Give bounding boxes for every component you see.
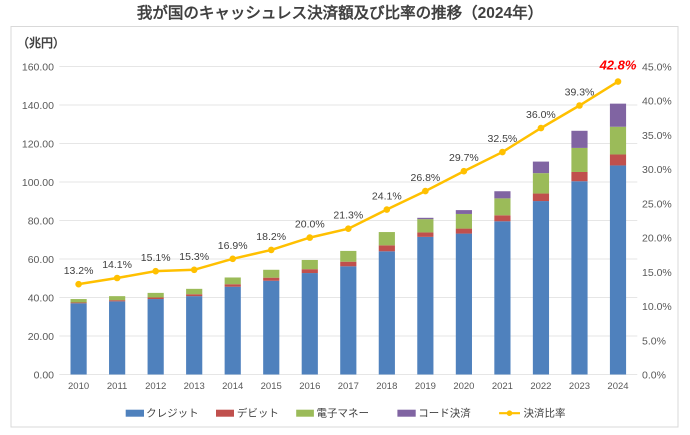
svg-text:100.00: 100.00 — [22, 177, 54, 189]
svg-text:18.2%: 18.2% — [256, 231, 286, 243]
svg-text:2017: 2017 — [338, 381, 359, 392]
svg-text:29.7%: 29.7% — [449, 152, 479, 164]
svg-text:電子マネー: 電子マネー — [317, 408, 370, 420]
svg-text:20.00: 20.00 — [28, 331, 54, 343]
svg-text:我が国のキャッシュレス決済額及び比率の推移（2024年）: 我が国のキャッシュレス決済額及び比率の推移（2024年） — [137, 3, 543, 22]
svg-text:2015: 2015 — [261, 381, 282, 392]
svg-text:42.8%: 42.8% — [599, 58, 637, 73]
svg-text:35.0%: 35.0% — [642, 130, 672, 142]
svg-text:36.0%: 36.0% — [526, 109, 556, 121]
svg-text:26.8%: 26.8% — [411, 172, 441, 184]
svg-text:15.3%: 15.3% — [179, 251, 209, 263]
svg-text:2024: 2024 — [607, 381, 628, 392]
svg-text:5.0%: 5.0% — [642, 335, 666, 347]
svg-text:クレジット: クレジット — [146, 408, 199, 420]
svg-text:2016: 2016 — [299, 381, 320, 392]
svg-text:2023: 2023 — [569, 381, 590, 392]
svg-text:15.1%: 15.1% — [141, 252, 171, 264]
svg-text:16.9%: 16.9% — [218, 240, 248, 252]
svg-text:2021: 2021 — [492, 381, 513, 392]
svg-text:2010: 2010 — [68, 381, 89, 392]
svg-text:20.0%: 20.0% — [642, 233, 672, 245]
svg-text:40.0%: 40.0% — [642, 96, 672, 108]
svg-text:デビット: デビット — [237, 407, 279, 420]
svg-text:2020: 2020 — [453, 381, 474, 392]
svg-text:160.00: 160.00 — [22, 62, 54, 74]
svg-text:120.00: 120.00 — [22, 139, 54, 151]
svg-text:2013: 2013 — [184, 381, 205, 392]
svg-text:0.0%: 0.0% — [642, 370, 666, 382]
svg-text:（兆円）: （兆円） — [17, 35, 65, 50]
svg-text:30.0%: 30.0% — [642, 164, 672, 176]
svg-text:14.1%: 14.1% — [102, 259, 132, 271]
svg-text:10.0%: 10.0% — [642, 301, 672, 313]
svg-text:39.3%: 39.3% — [565, 87, 595, 99]
svg-text:15.0%: 15.0% — [642, 267, 672, 279]
svg-text:40.00: 40.00 — [28, 293, 54, 305]
svg-text:決済比率: 決済比率 — [524, 407, 566, 420]
svg-text:2019: 2019 — [415, 381, 436, 392]
svg-text:コード決済: コード決済 — [418, 407, 471, 420]
svg-text:0.00: 0.00 — [34, 370, 55, 382]
svg-text:2022: 2022 — [530, 381, 551, 392]
svg-text:2014: 2014 — [222, 381, 243, 392]
svg-text:20.0%: 20.0% — [295, 219, 325, 231]
svg-text:2018: 2018 — [376, 381, 397, 392]
svg-text:80.00: 80.00 — [28, 216, 54, 228]
svg-text:25.0%: 25.0% — [642, 198, 672, 210]
svg-text:32.5%: 32.5% — [488, 133, 518, 145]
svg-text:2012: 2012 — [145, 381, 166, 392]
svg-text:60.00: 60.00 — [28, 254, 54, 266]
svg-text:21.3%: 21.3% — [333, 210, 363, 222]
svg-text:24.1%: 24.1% — [372, 191, 402, 203]
svg-text:13.2%: 13.2% — [64, 265, 94, 277]
svg-text:45.0%: 45.0% — [642, 62, 672, 74]
svg-text:2011: 2011 — [107, 381, 127, 392]
svg-text:140.00: 140.00 — [22, 100, 54, 112]
